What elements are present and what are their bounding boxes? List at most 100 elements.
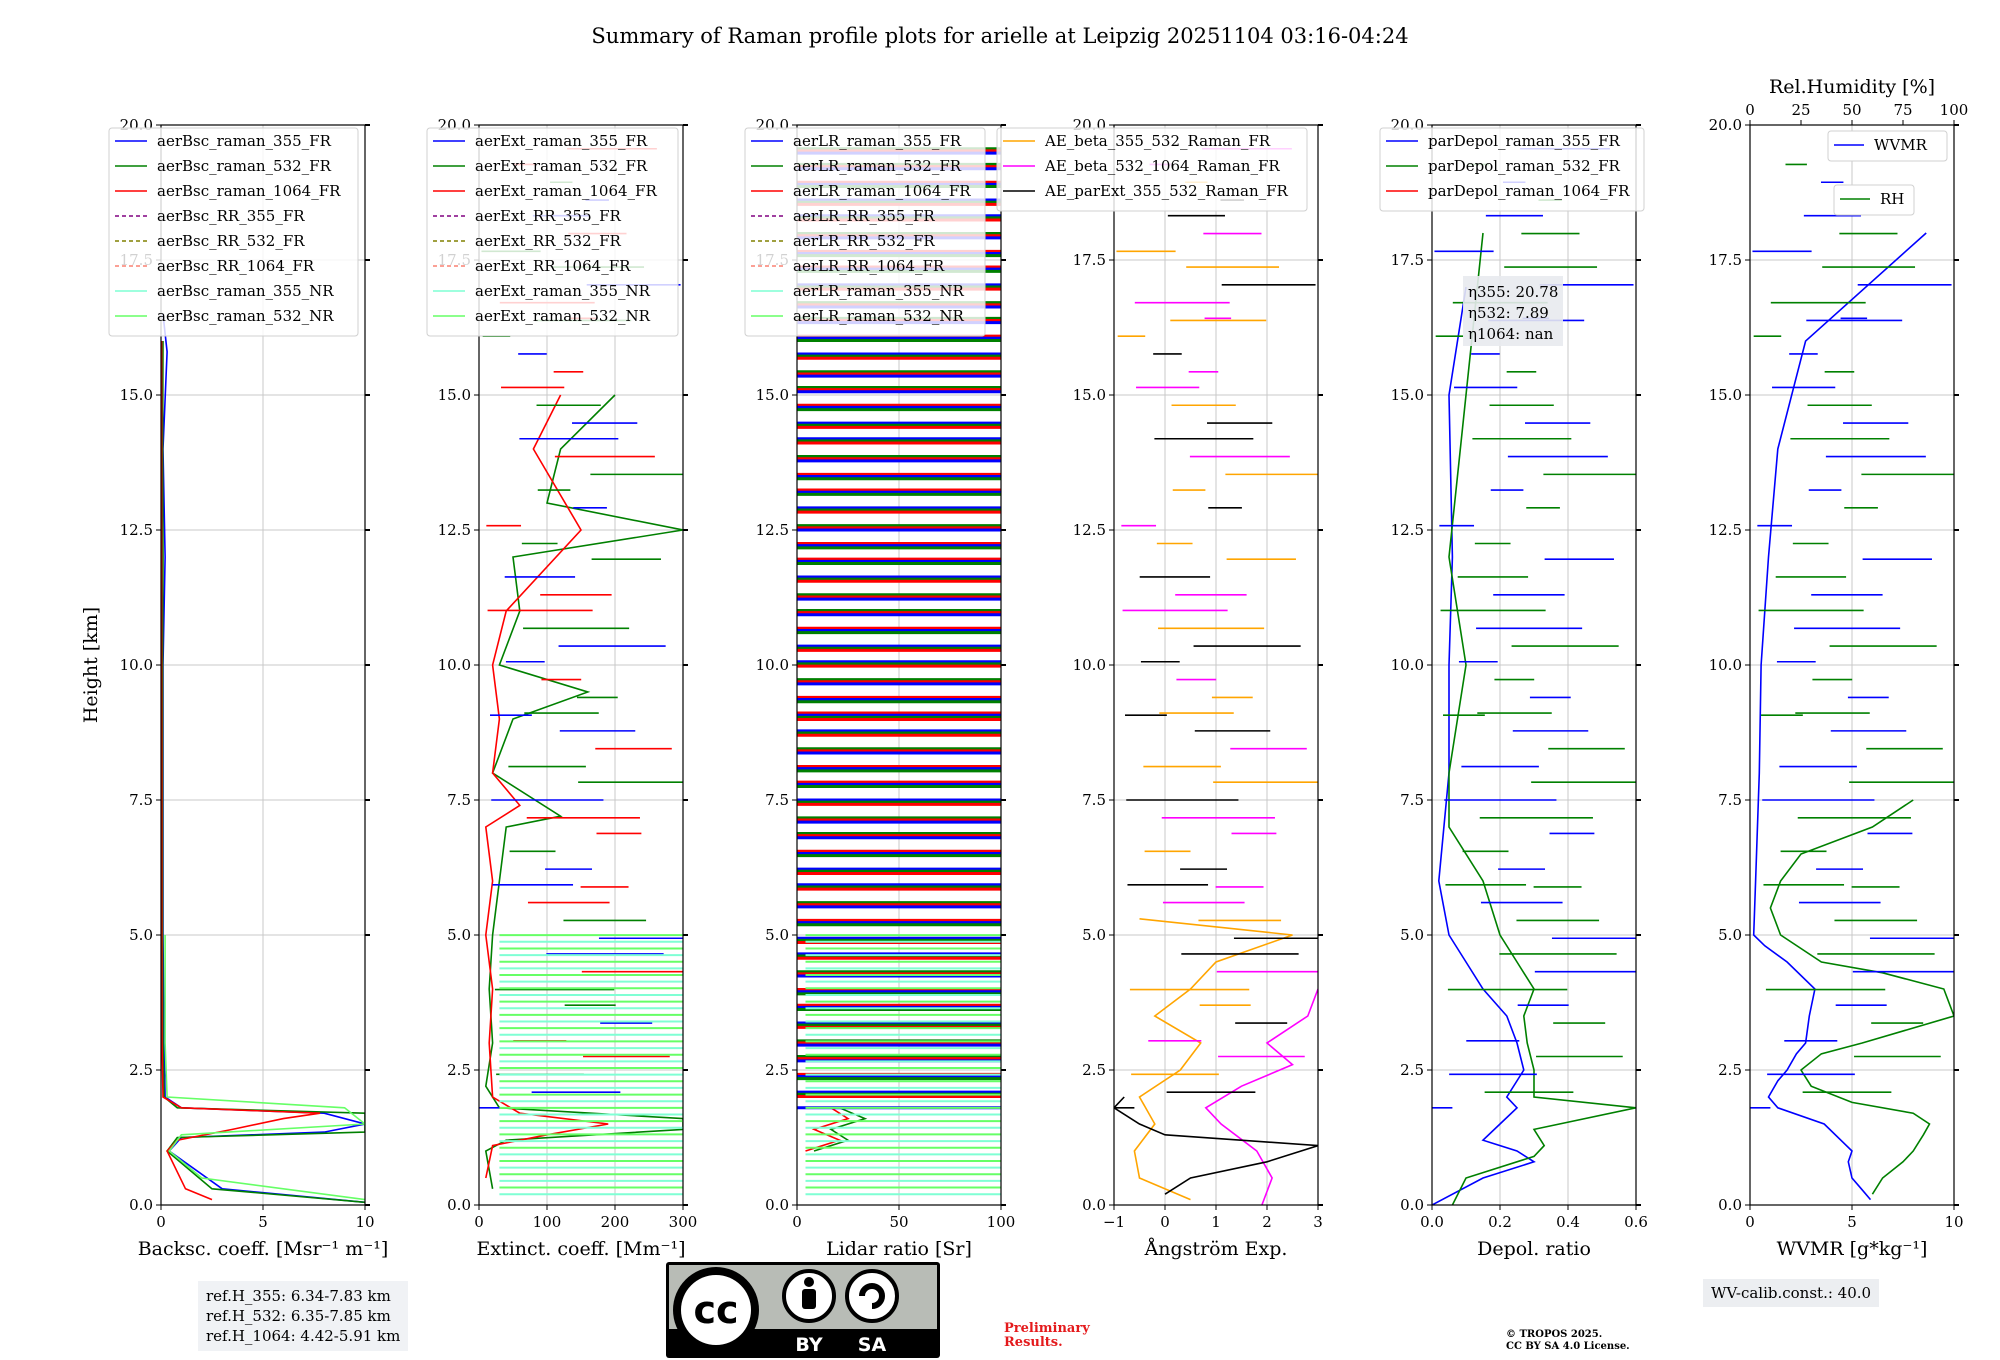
- copyright-line-2: CC BY SA 4.0 License.: [1506, 1341, 1630, 1352]
- y-tick-label: 2.5: [129, 1061, 153, 1079]
- y-tick-label: 7.5: [765, 791, 789, 809]
- legend-label: aerBsc_raman_1064_FR: [157, 182, 341, 200]
- series-group: [797, 147, 1001, 1196]
- sa-arrow: [859, 1283, 885, 1309]
- y-tick-label: 10.0: [756, 656, 789, 674]
- y-tick-label: 5.0: [765, 926, 789, 944]
- series-group: [479, 147, 683, 1196]
- y-tick-label: 2.5: [1082, 1061, 1106, 1079]
- y-tick-label: 15.0: [120, 386, 153, 404]
- y-tick-label: 12.5: [756, 521, 789, 539]
- x-tick-label: 0: [1745, 1213, 1755, 1231]
- x-tick-label: 0.6: [1624, 1213, 1648, 1231]
- legend-label: aerLR_raman_355_NR: [793, 282, 964, 300]
- x-tick-label: 3: [1313, 1213, 1323, 1231]
- y-tick-label: 0.0: [765, 1196, 789, 1214]
- x-tick-label: 5: [1847, 1213, 1857, 1231]
- by-label: BY: [795, 1334, 822, 1356]
- x-tick-label: 2: [1262, 1213, 1272, 1231]
- x-tick-label: 0.0: [1420, 1213, 1444, 1231]
- legend-label: aerLR_raman_532_NR: [793, 307, 964, 325]
- legend-label: parDepol_raman_1064_FR: [1428, 182, 1630, 200]
- copyright-note: © TROPOS 2025. CC BY SA 4.0 License.: [1506, 1329, 1630, 1353]
- copyright-line-1: © TROPOS 2025.: [1506, 1329, 1603, 1340]
- by-person-body: [802, 1289, 816, 1309]
- x-axis-label: Depol. ratio: [1477, 1238, 1591, 1260]
- x2-tick-label: 100: [1940, 101, 1969, 119]
- x-axis-label: Extinct. coeff. [Mm⁻¹]: [476, 1238, 685, 1260]
- legend-label: aerExt_raman_532_FR: [475, 157, 648, 175]
- legend-label: aerExt_raman_1064_FR: [475, 182, 657, 200]
- x-tick-label: 1: [1211, 1213, 1221, 1231]
- panel-wv: 0.02.55.07.510.012.515.017.520.00 5 10WVMR…: [1709, 76, 1969, 1260]
- y-tick-label: 17.5: [1391, 251, 1424, 269]
- legend-label-wvmr: WVMR: [1874, 136, 1928, 154]
- x-tick-label: 0: [792, 1213, 802, 1231]
- x-tick-label: 200: [601, 1213, 630, 1231]
- legend-label: aerLR_raman_532_FR: [793, 157, 962, 175]
- y-tick-label: 0.0: [447, 1196, 471, 1214]
- legend-box: [426, 127, 679, 337]
- series-aerExt_raman_532_FR: [484, 394, 683, 1189]
- y-tick-label: 15.0: [438, 386, 471, 404]
- eta-annotation: η1064: nan: [1468, 325, 1554, 343]
- y-tick-label: 7.5: [1400, 791, 1424, 809]
- x2-tick-label: 50: [1842, 101, 1861, 119]
- legend-label: aerExt_RR_532_FR: [475, 232, 622, 250]
- preliminary-line-1: Preliminary: [1004, 1321, 1090, 1336]
- y-tick-label: 2.5: [447, 1061, 471, 1079]
- y-tick-label: 0.0: [1400, 1196, 1424, 1214]
- legend-label: aerExt_RR_1064_FR: [475, 257, 631, 275]
- series-WVMR: [1752, 232, 1927, 1201]
- legend-label: parDepol_raman_355_FR: [1428, 132, 1621, 150]
- wv-calib-box: WV-calib.const.: 40.0: [1703, 1279, 1880, 1307]
- x-axis-label: Ångström Exp.: [1144, 1238, 1288, 1260]
- series-aerBsc_raman_355_FR: [162, 313, 365, 1204]
- y-tick-label: 17.5: [1709, 251, 1742, 269]
- panel-bsc: 0.02.55.07.510.012.515.017.520.00510Back…: [80, 116, 388, 1260]
- legend-label: aerBsc_raman_532_NR: [157, 307, 334, 325]
- legend-label: aerExt_raman_355_FR: [475, 132, 648, 150]
- x-tick-label: −1: [1103, 1213, 1125, 1231]
- y-tick-label: 5.0: [1400, 926, 1424, 944]
- ref-height-355: ref.H_355: 6.34-7.83 km: [206, 1287, 391, 1305]
- legend-box: [996, 127, 1308, 212]
- x-tick-label: 100: [987, 1213, 1016, 1231]
- x-tick-label: 5: [258, 1213, 268, 1231]
- y-tick-label: 15.0: [756, 386, 789, 404]
- legend-label-rh: RH: [1880, 190, 1904, 208]
- x2-axis-label: Rel.Humidity [%]: [1769, 76, 1935, 98]
- eta-annotation: η355: 20.78: [1468, 283, 1558, 301]
- y-tick-label: 7.5: [129, 791, 153, 809]
- y-tick-label: 20.0: [1709, 116, 1742, 134]
- y-tick-label: 0.0: [1082, 1196, 1106, 1214]
- x-tick-label: 10: [1944, 1213, 1963, 1231]
- series-parDepol_raman_532_FR: [1448, 232, 1636, 1205]
- legend-label: AE_parExt_355_532_Raman_FR: [1044, 182, 1289, 200]
- y-tick-label: 7.5: [1082, 791, 1106, 809]
- y-tick-label: 5.0: [1718, 926, 1742, 944]
- x2-tick-label: 25: [1791, 101, 1810, 119]
- x-tick-label: 0: [1160, 1213, 1170, 1231]
- y-tick-label: 12.5: [120, 521, 153, 539]
- legend-label: aerBsc_raman_355_NR: [157, 282, 334, 300]
- eta-annotation-box: [1463, 276, 1563, 346]
- legend-label: aerBsc_raman_532_FR: [157, 157, 332, 175]
- series-aerBsc_raman_1064_FR: [161, 341, 321, 1201]
- sa-label: SA: [858, 1334, 887, 1356]
- x-tick-label: 10: [355, 1213, 374, 1231]
- by-person-head: [804, 1277, 814, 1287]
- series-RH: [1769, 799, 1954, 1195]
- x-axis-label: WVMR [g*kg⁻¹]: [1777, 1238, 1928, 1260]
- y-tick-label: 5.0: [447, 926, 471, 944]
- y-tick-label: 10.0: [1391, 656, 1424, 674]
- x2-tick-label: 75: [1893, 101, 1912, 119]
- series-parDepol_raman_355_FR: [1432, 286, 1536, 1205]
- y-tick-label: 10.0: [120, 656, 153, 674]
- series-group: [1114, 147, 1318, 1205]
- x-tick-label: 0: [474, 1213, 484, 1231]
- legend-label: aerExt_raman_355_NR: [475, 282, 651, 300]
- x-tick-label: 0.4: [1556, 1213, 1580, 1231]
- legend-label: aerLR_RR_532_FR: [793, 232, 935, 250]
- series-AE_parExt_355_532_Raman_FR: [1114, 1096, 1318, 1195]
